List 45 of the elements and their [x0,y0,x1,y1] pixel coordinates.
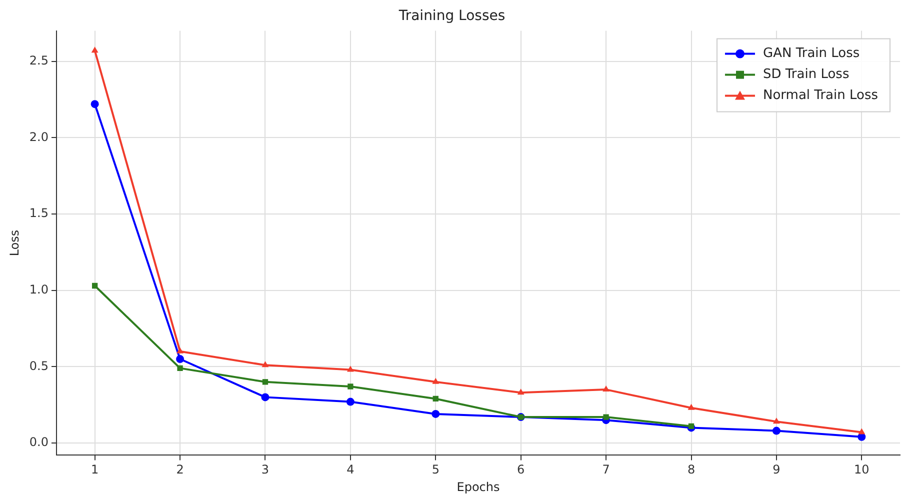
y-tick-label: 0.0 [29,435,48,450]
legend-label: Normal Train Loss [762,88,878,104]
x-tick-label: 1 [91,462,99,477]
point [772,418,780,424]
point [176,347,184,354]
x-tick-label: 5 [432,462,440,477]
point [90,100,99,108]
point [346,398,354,406]
point [262,379,268,385]
y-tick-label: 1.0 [29,282,48,296]
point [91,46,98,53]
point [688,404,695,410]
point [92,282,98,289]
legend-label: SD Train Loss [762,67,850,82]
y-tick-label: 2.0 [29,130,48,144]
legend-label: GAN Train Loss [762,46,860,62]
point [603,414,609,420]
x-tick-label: 10 [854,462,870,477]
point [688,423,694,430]
x-axis-title: Epochs [456,480,500,494]
point [432,410,440,418]
y-tick-label: 0.5 [29,358,48,373]
point [432,378,440,384]
chart-title: Training Losses [398,8,506,24]
point [517,388,524,395]
point [177,365,183,372]
point [346,366,354,372]
point [772,426,780,435]
y-tick-label: 1.5 [29,206,48,220]
x-tick-label: 4 [346,462,354,477]
x-tick-label: 2 [176,462,184,477]
point [176,355,184,364]
x-tick-label: 8 [687,462,696,477]
point [348,384,354,390]
point [262,361,269,368]
x-tick-label: 7 [602,462,610,477]
point [858,428,866,434]
x-tick-label: 6 [517,462,525,477]
x-tick-label: 9 [772,462,780,477]
point [432,396,438,402]
y-tick-label: 2.5 [29,53,48,68]
y-axis-title: Loss [7,230,22,256]
point [602,386,610,392]
x-tick-label: 3 [261,462,270,477]
point [261,393,270,402]
